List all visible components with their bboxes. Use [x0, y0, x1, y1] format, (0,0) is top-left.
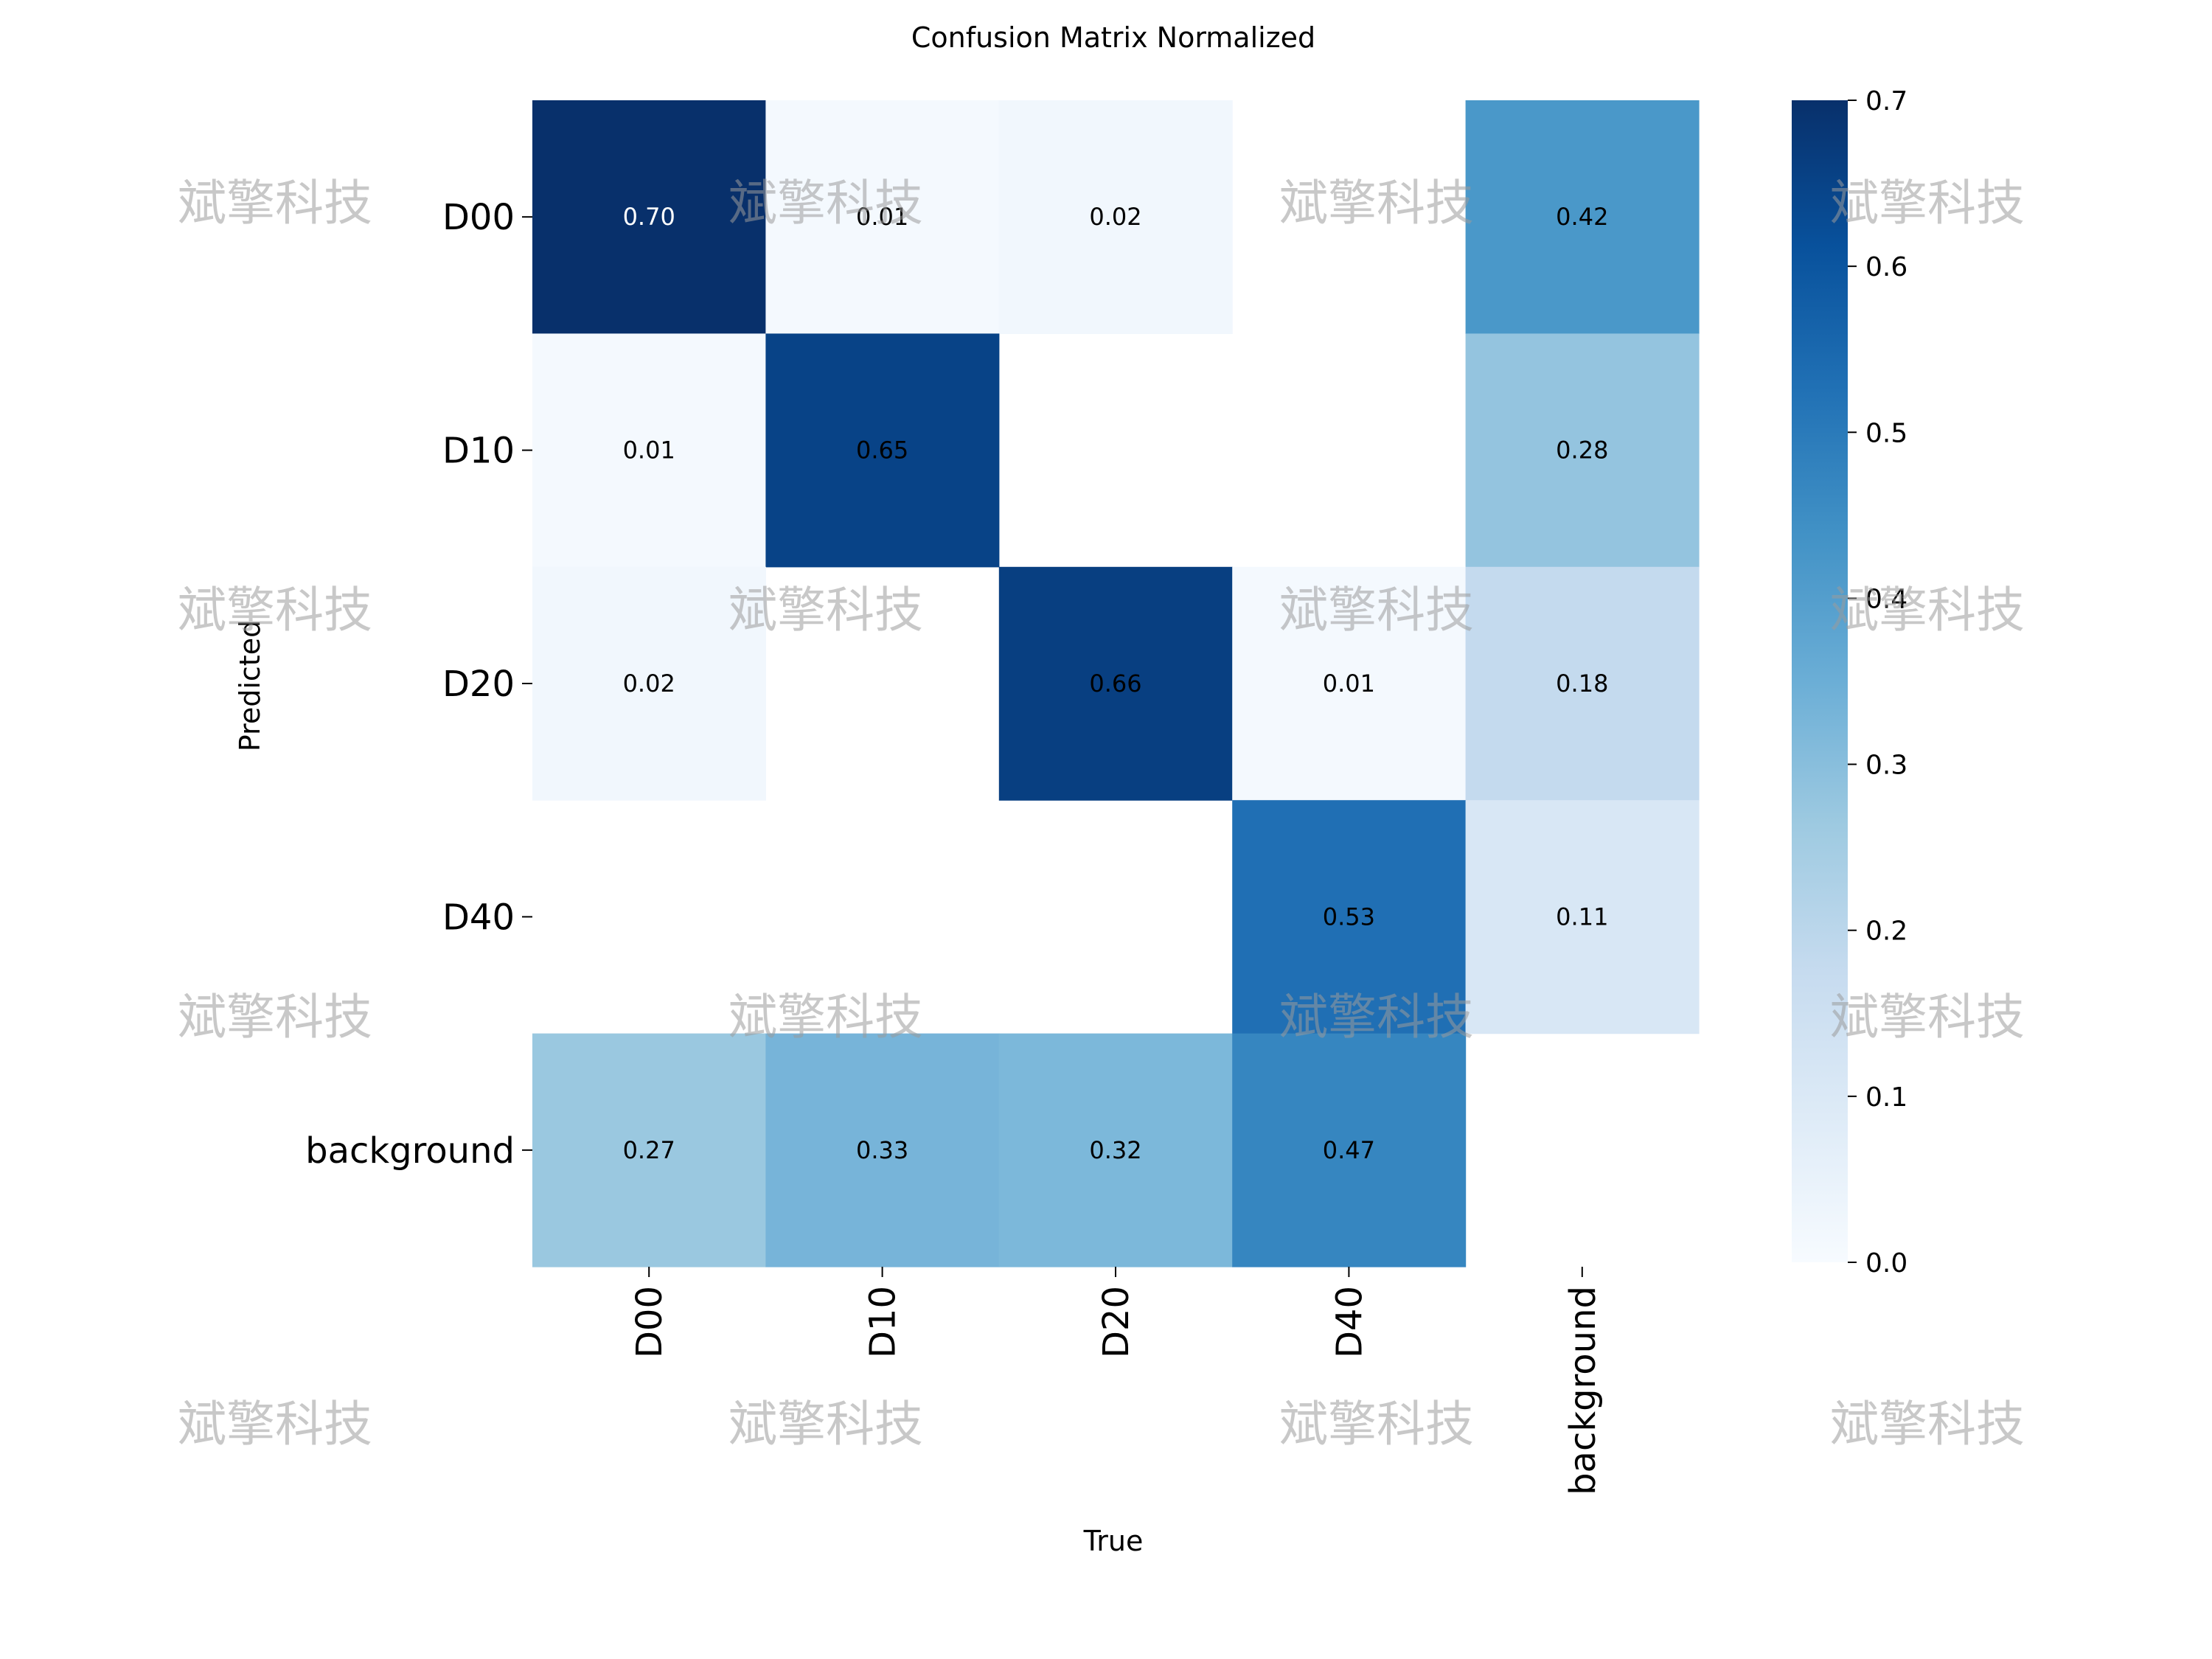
- colorbar-tick-label: 0.6: [1865, 252, 1907, 282]
- colorbar-tick-label: 0.5: [1865, 418, 1907, 448]
- colorbar-tick-label: 0.4: [1865, 584, 1907, 614]
- cell-value-label: 0.33: [856, 1136, 908, 1164]
- x-tick-label: D00: [629, 1286, 670, 1358]
- colorbar-ticks: 0.0 0.1 0.2 0.3 0.4 0.5 0.6 0.7: [1848, 86, 1907, 1279]
- watermark-text: 斌擎科技: [178, 175, 372, 232]
- watermark-text: 斌擎科技: [728, 175, 923, 232]
- colorbar-tick-label: 0.0: [1865, 1248, 1907, 1279]
- cell-value-label: 0.70: [623, 203, 675, 231]
- cell-value-label: 0.32: [1089, 1136, 1141, 1164]
- cell-value-label: 0.28: [1556, 437, 1608, 465]
- heatmap-cell: [998, 100, 1233, 334]
- cell-value-label: 0.01: [856, 203, 908, 231]
- watermark-text: 斌擎科技: [1279, 1396, 1474, 1453]
- cell-value-label: 0.42: [1556, 203, 1608, 231]
- cell-value-label: 0.02: [1089, 203, 1141, 231]
- watermark-text: 斌擎科技: [728, 1396, 923, 1453]
- watermark-text: 斌擎科技: [728, 582, 923, 639]
- cell-value-label: 0.66: [1089, 669, 1141, 698]
- y-tick-label: D20: [442, 664, 515, 705]
- chart-title: Confusion Matrix Normalized: [911, 21, 1315, 54]
- colorbar-tick-label: 0.3: [1865, 751, 1907, 781]
- y-tick-label: D00: [442, 197, 515, 238]
- y-axis-label: Predicted: [234, 620, 266, 751]
- heatmap-cell: [765, 1033, 1000, 1267]
- heatmap-cell: [1232, 566, 1467, 801]
- cell-value-label: 0.65: [856, 437, 908, 465]
- heatmap-cell: [765, 333, 1000, 568]
- watermark-text: 斌擎科技: [178, 1396, 372, 1453]
- watermark-text: 斌擎科技: [1830, 1396, 2025, 1453]
- heatmap-cell: [1465, 800, 1700, 1034]
- x-tick-label: background: [1562, 1286, 1604, 1495]
- heatmap-cell: [1465, 566, 1700, 801]
- heatmap-cell: [1465, 100, 1700, 334]
- heatmap-cell: [1232, 800, 1467, 1034]
- x-tick-label: D20: [1096, 1286, 1137, 1358]
- x-tick-label: D10: [863, 1286, 904, 1358]
- cell-value-label: 0.53: [1323, 902, 1375, 931]
- y-tick-label: D10: [442, 431, 515, 472]
- x-tick-label: D40: [1329, 1286, 1370, 1358]
- cell-value-label: 0.02: [623, 669, 675, 698]
- heatmap-cell: [532, 100, 766, 334]
- heatmap-cells: [532, 100, 1700, 1267]
- cell-value-label: 0.11: [1556, 902, 1608, 931]
- colorbar-tick-label: 0.7: [1865, 86, 1907, 116]
- y-tick-label: background: [305, 1130, 515, 1172]
- y-axis-ticks: D00 D10 D20 D40 background: [305, 197, 532, 1172]
- colorbar-tick-label: 0.1: [1865, 1082, 1907, 1113]
- cell-value-label: 0.01: [623, 437, 675, 465]
- watermark-text: 斌擎科技: [1279, 175, 1474, 232]
- watermark-text: 斌擎科技: [178, 989, 372, 1046]
- heatmap-cell: [1465, 333, 1700, 568]
- watermark-text: 斌擎科技: [728, 989, 923, 1046]
- x-axis-label: True: [1083, 1525, 1144, 1557]
- heatmap-cell: [998, 566, 1233, 801]
- heatmap-cell: [532, 1033, 766, 1267]
- watermark-text: 斌擎科技: [1279, 582, 1474, 639]
- watermark-text: 斌擎科技: [1830, 175, 2025, 232]
- watermark-text: 斌擎科技: [178, 582, 372, 639]
- cell-value-label: 0.18: [1556, 669, 1608, 698]
- heatmap-cell: [998, 1033, 1233, 1267]
- heatmap-cell: [765, 100, 1000, 334]
- watermark-text: 斌擎科技: [1830, 582, 2025, 639]
- colorbar: [1792, 100, 1848, 1262]
- watermark-text: 斌擎科技: [1830, 989, 2025, 1046]
- heatmap-cell: [1232, 1033, 1467, 1267]
- cell-value-label: 0.01: [1323, 669, 1375, 698]
- heatmap-cell-labels: 0.70 0.01 0.02 0.42 0.01 0.65 0.28 0.02 0.66 0.01…: [623, 203, 1609, 1164]
- watermark-text: 斌擎科技: [1279, 989, 1474, 1046]
- y-tick-label: D40: [442, 897, 515, 938]
- heatmap-cell: [532, 333, 766, 568]
- cell-value-label: 0.47: [1323, 1136, 1375, 1164]
- heatmap-cell: [532, 566, 766, 801]
- cell-value-label: 0.27: [623, 1136, 675, 1164]
- colorbar-tick-label: 0.2: [1865, 917, 1907, 947]
- x-axis-ticks: D00 D10 D20 D40 background: [629, 1267, 1604, 1495]
